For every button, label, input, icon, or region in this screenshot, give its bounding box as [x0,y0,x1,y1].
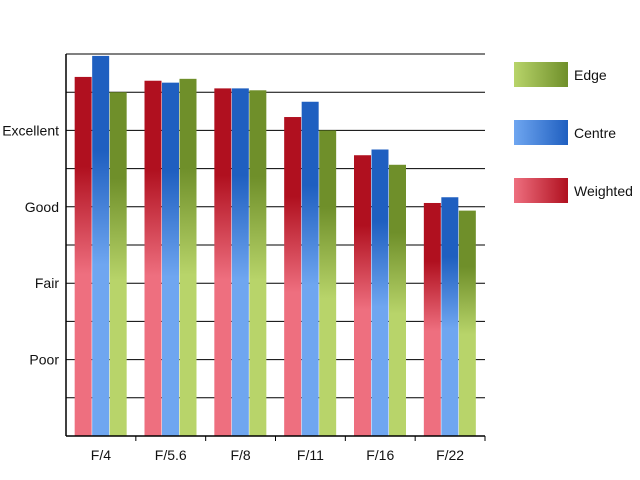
y-tick-labels: Poor Fair Good Excellent [2,122,59,367]
legend-label-weighted: Weighted [574,183,633,199]
bar-weighted-f11 [284,117,302,436]
bar-centre-f16 [371,149,389,436]
y-tick-label: Poor [29,352,59,368]
bar-centre-f22 [441,197,459,436]
bar-centre-f8 [231,88,249,436]
x-tick-label: F/5.6 [155,447,187,463]
y-tick-label: Good [25,199,59,215]
axes [65,54,486,441]
bar-weighted-f4 [74,76,92,437]
bar-centre-f4 [92,55,110,436]
legend-swatch-weighted [514,178,568,203]
bar-edge-f16 [389,164,406,436]
x-tick-label: F/8 [230,447,250,463]
legend-swatch-centre [514,120,568,145]
legend-label-centre: Centre [574,125,616,141]
bar-weighted-f22 [423,202,441,436]
gridlines [66,53,485,399]
bar-weighted-f56 [144,80,162,437]
legend-swatch-edge [514,62,568,87]
x-tick-label: F/4 [91,447,111,463]
x-tick-label: F/11 [297,447,324,463]
legend-label-edge: Edge [574,67,607,83]
x-tick-label: F/22 [436,447,464,463]
x-tick-labels: F/4 F/5.6 F/8 F/11 F/16 F/22 [91,447,465,463]
bar-edge-f4 [109,92,127,436]
bar-centre-f56 [162,82,179,437]
bar-weighted-f8 [214,88,232,436]
y-tick-label: Fair [35,275,59,291]
y-tick-label: Excellent [2,122,59,138]
bar-edge-f11 [319,130,337,436]
x-tick-label: F/16 [366,447,394,463]
bar-edge-f22 [458,210,476,436]
legend: Edge Centre Weighted [514,62,633,203]
bar-edge-f56 [179,78,197,436]
bar-weighted-f16 [354,155,371,437]
bar-edge-f8 [249,90,267,436]
bar-centre-f11 [301,101,319,436]
bars [74,55,476,437]
